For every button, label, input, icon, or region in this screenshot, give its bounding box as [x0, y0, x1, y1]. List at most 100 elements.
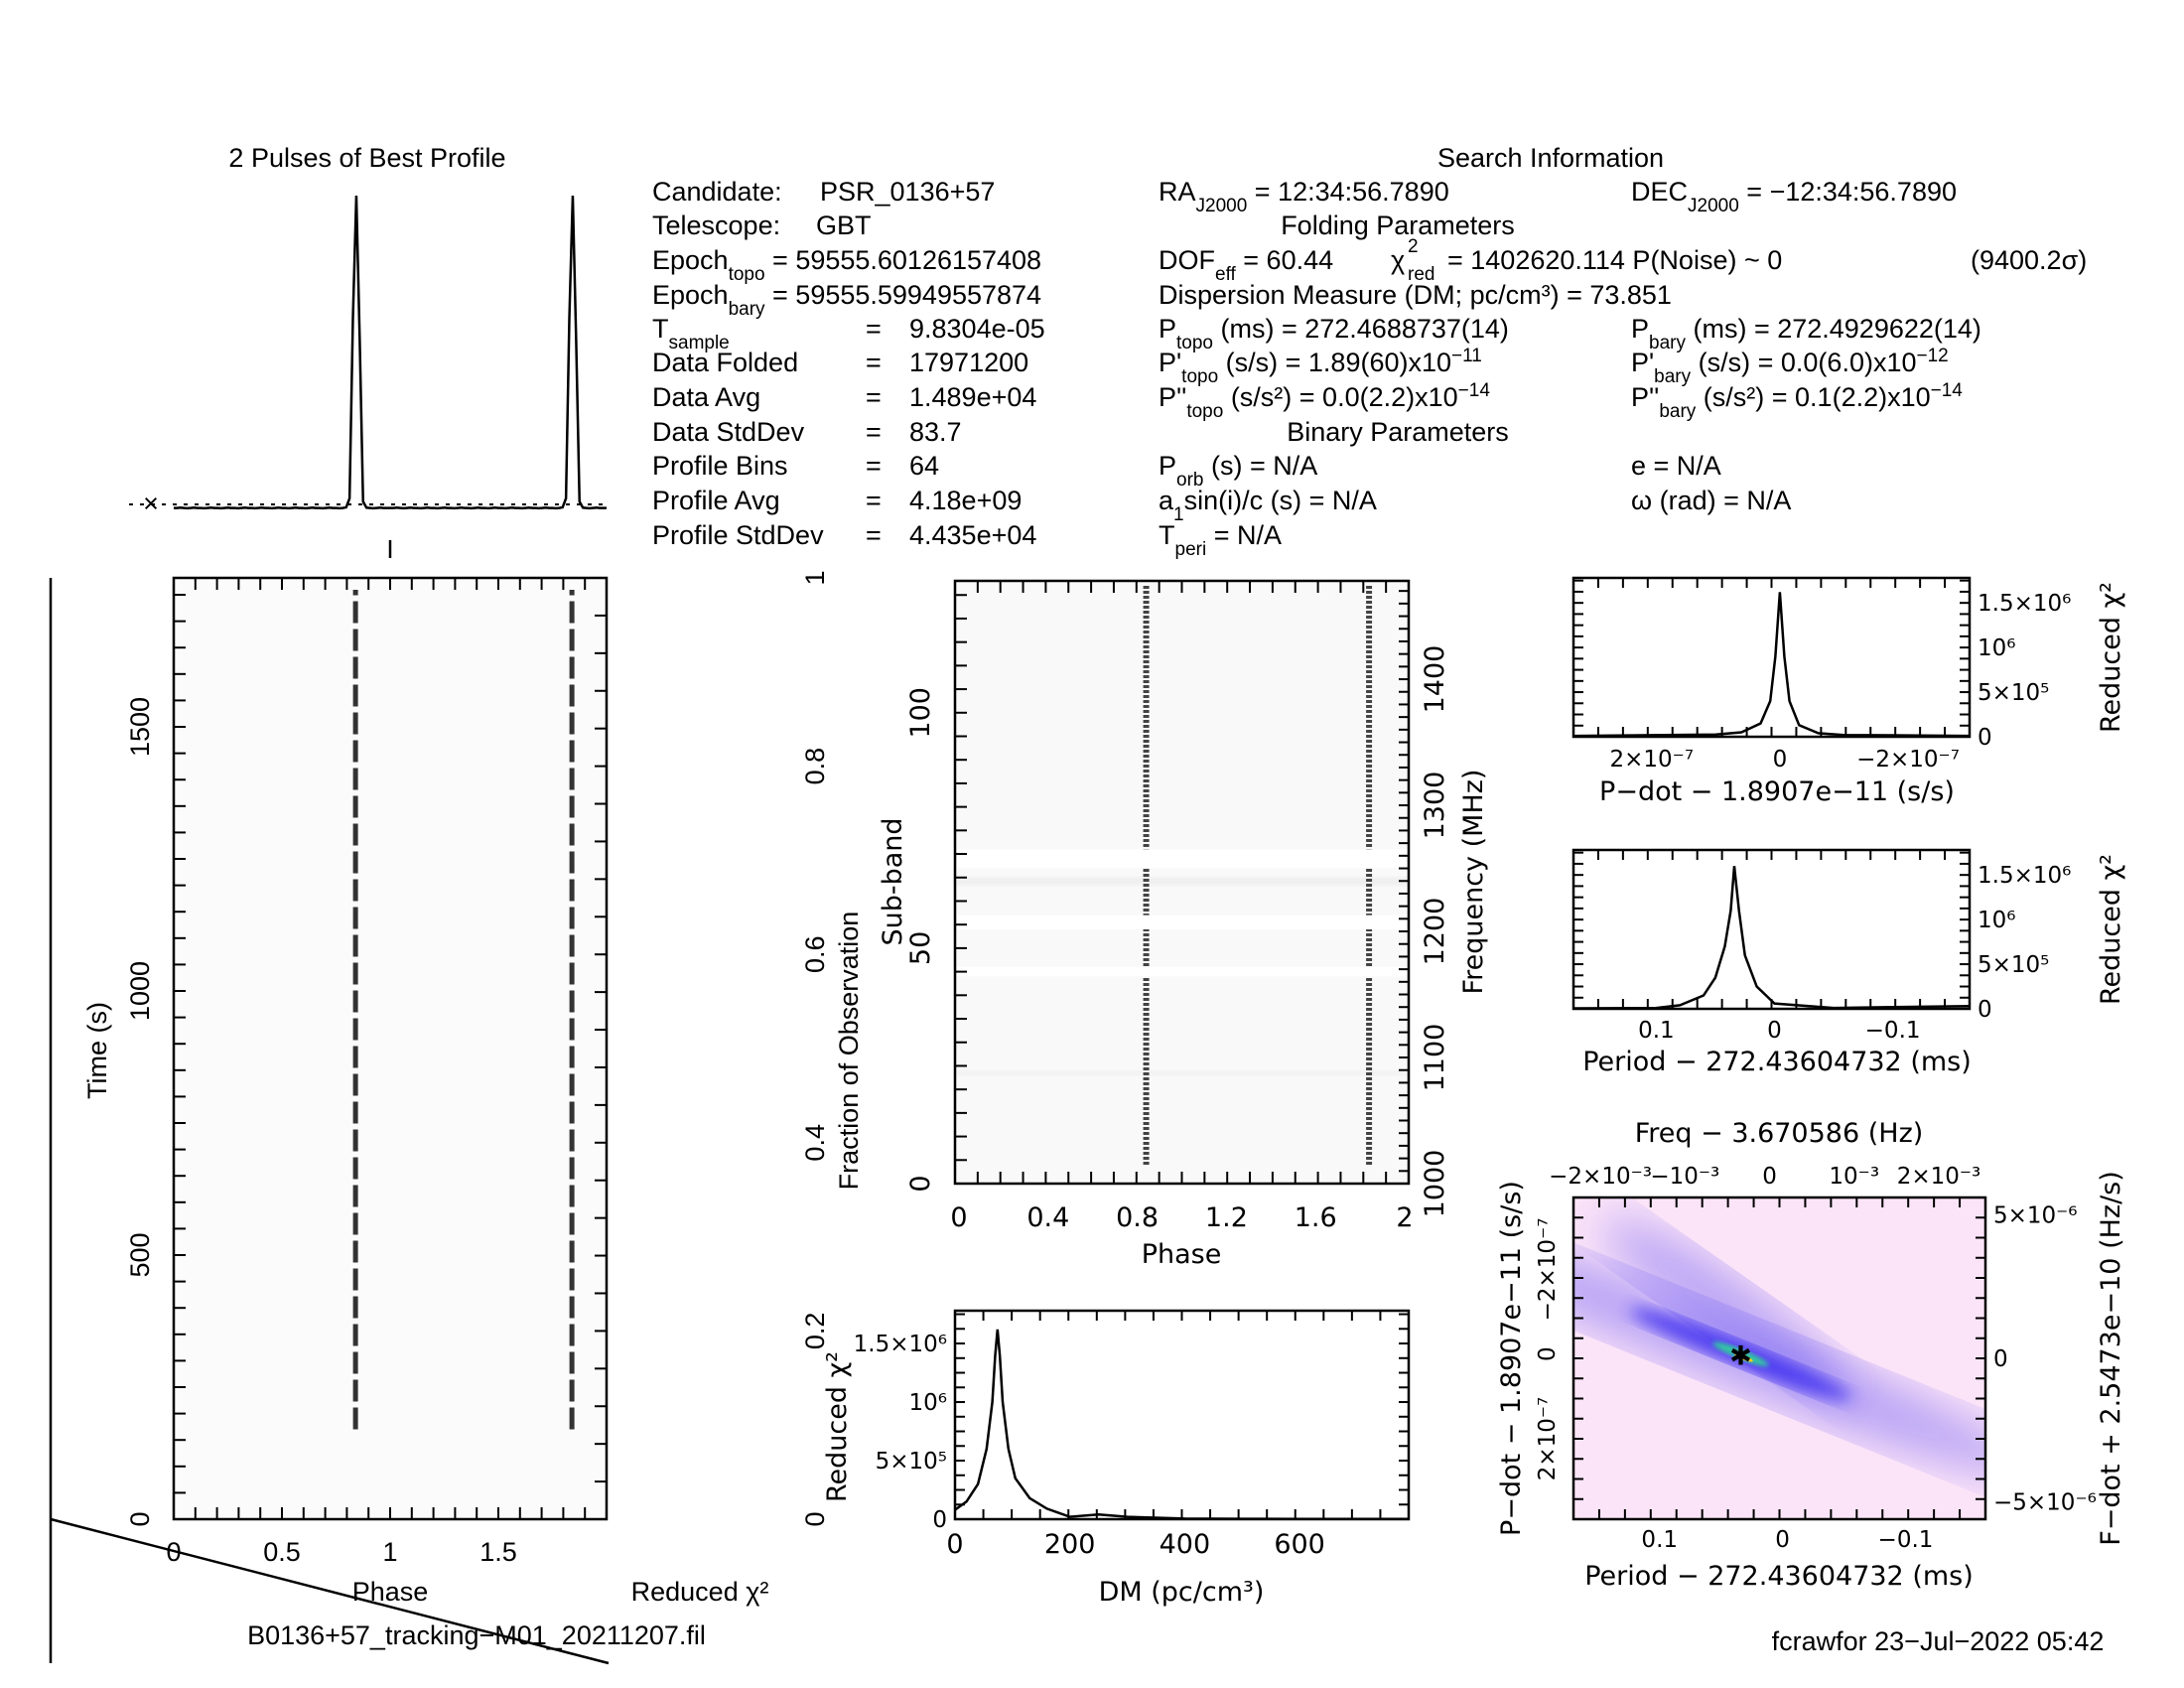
folding-params-title: Folding Parameters	[1281, 211, 1515, 240]
time-phase-background	[174, 578, 607, 1519]
masked-subband	[957, 966, 1407, 977]
epoch-topo: Epochtopo = 59555.60126157408	[652, 245, 1041, 285]
chi-sub: red	[1408, 264, 1434, 285]
rfi-streak	[955, 877, 1409, 886]
fraction-tick-label: 0.4	[800, 1124, 830, 1162]
p-orb: Porb (s) = N/A	[1159, 451, 1317, 491]
period-ylabel: Reduced χ²	[2096, 854, 2126, 1005]
ppdot-title: Freq − 3.670586 (Hz)	[1635, 1118, 1924, 1149]
fraction-tick-label: 0.6	[800, 935, 830, 973]
y-tick-label: 1.5×10⁶	[1978, 591, 2071, 617]
p-topo: Ptopo (ms) = 272.4688737(14)	[1159, 314, 1509, 353]
t-sample-value: 9.8304e-05	[909, 314, 1045, 344]
profile-avg-value: 4.18e+09	[909, 486, 1022, 515]
top-tick-label: −2×10⁻³	[1549, 1164, 1652, 1190]
t-sample-label: Tsample	[652, 314, 730, 353]
ra-j2000: RAJ2000 = 12:34:56.7890	[1159, 177, 1449, 216]
data-avg-label: Data Avg	[652, 382, 760, 412]
y-tick-label: 0	[932, 1507, 947, 1533]
x-tick-label: 0	[1767, 1018, 1782, 1044]
equals-sign: =	[866, 486, 882, 515]
x-tick-label: 2	[1396, 1202, 1413, 1233]
frequency-axis-label: Frequency (MHz)	[1458, 770, 1489, 995]
pdot-bary: P'bary (s/s) = 0.0(6.0)x10−12	[1631, 346, 1949, 387]
y-tick-label: −2×10⁻⁷	[1535, 1218, 1561, 1322]
pdot-xlabel: P−dot − 1.8907e−11 (s/s)	[1599, 776, 1955, 807]
time-phase-xlabel: Phase	[352, 1577, 429, 1607]
x-tick-label: 0	[1775, 1527, 1790, 1553]
dec-j2000: DECJ2000 = −12:34:56.7890	[1631, 177, 1957, 216]
fraction-tick-label: 0.2	[800, 1313, 830, 1350]
pdot-frame	[1571, 576, 1972, 739]
freq-tick-label: 1300	[1420, 772, 1450, 840]
period-curve	[1572, 866, 1971, 1010]
pddot-bary: P''bary (s/s²) = 0.1(2.2)x10−14	[1631, 380, 1963, 422]
filename: B0136+57_tracking−M01_20211207.fil	[247, 1620, 706, 1650]
y-tick-label: 0	[1978, 997, 1992, 1023]
fraction-tick-label: 0	[800, 1511, 830, 1526]
p-bary: Pbary (ms) = 272.4929622(14)	[1631, 314, 1981, 353]
chi-red-value: = 1402620.114 P(Noise) ~ 0	[1447, 245, 1782, 275]
x-tick-label: 0	[946, 1529, 963, 1560]
pdot-ylabel: Reduced χ²	[2096, 582, 2126, 733]
dm-ylabel: Reduced χ²	[822, 1351, 853, 1502]
y-tick-label: 100	[905, 687, 936, 739]
x-tick-label: 1	[382, 1537, 397, 1567]
time-axis-label: Time (s)	[82, 1002, 112, 1099]
profile-stddev-value: 4.435e+04	[909, 520, 1036, 550]
top-tick-label: 10⁻³	[1829, 1164, 1879, 1190]
fraction-tick-label: 1	[800, 570, 830, 585]
pdot-curve	[1574, 592, 1971, 738]
equals-sign: =	[866, 417, 882, 447]
data-folded-label: Data Folded	[652, 348, 798, 377]
x-tick-label: 2×10⁻⁷	[1609, 747, 1694, 773]
candidate-label: Candidate:	[652, 177, 782, 207]
x-tick-label: 600	[1274, 1529, 1325, 1560]
rfi-streak	[955, 1070, 1409, 1076]
candidate-value: PSR_0136+57	[820, 177, 995, 207]
y-tick-label: 10⁶	[1978, 635, 2016, 661]
right-tick-label: −5×10⁻⁶	[1993, 1490, 2097, 1516]
best-fit-star-icon: ✱	[1729, 1341, 1752, 1372]
right-tick-label: 0	[1993, 1346, 2008, 1372]
x-tick-label: 200	[1044, 1529, 1096, 1560]
x-tick-label: 0.1	[1638, 1018, 1675, 1044]
ppdot-band-fan	[1601, 1217, 1848, 1396]
period-frame	[1571, 848, 1972, 1011]
timestamp: fcrawfor 23−Jul−2022 05:42	[1772, 1626, 2105, 1656]
right-tick-label: 5×10⁻⁶	[1993, 1202, 2078, 1228]
omega: ω (rad) = N/A	[1631, 486, 1791, 515]
x-tick-label: 1.2	[1205, 1202, 1248, 1233]
x-tick-label: 0.4	[1026, 1202, 1069, 1233]
x-tick-label: 0	[950, 1202, 967, 1233]
ppdot-max	[1734, 1352, 1753, 1362]
fraction-axis-label: Fraction of Observation	[834, 912, 864, 1191]
profile-trace	[174, 195, 607, 510]
telescope-value: GBT	[816, 211, 872, 240]
period-xlabel: Period − 272.43604732 (ms)	[1582, 1047, 1972, 1077]
masked-subband	[957, 914, 1407, 929]
data-stddev-label: Data StdDev	[652, 417, 805, 447]
freq-tick-label: 1200	[1420, 898, 1450, 966]
ppdot-ylabel: P−dot − 1.8907e−11 (s/s)	[1496, 1181, 1527, 1536]
sigma-value: (9400.2σ)	[1971, 245, 2087, 275]
x-tick-label: −0.1	[1878, 1527, 1934, 1553]
profile-title: 2 Pulses of Best Profile	[228, 143, 505, 173]
y-tick-label: 2×10⁻⁷	[1535, 1397, 1561, 1481]
candidate-info: Candidate: PSR_0136+57 Telescope: GBT Ep…	[652, 177, 1045, 550]
subband-axis-label: Sub-band	[878, 817, 908, 945]
equals-sign: =	[866, 382, 882, 412]
ppdot-xlabel: Period − 272.43604732 (ms)	[1584, 1561, 1974, 1592]
y-tick-label: 1000	[125, 961, 155, 1021]
profile-bins-label: Profile Bins	[652, 451, 788, 481]
freq-tick-label: 1400	[1420, 645, 1450, 714]
telescope-label: Telescope:	[652, 211, 780, 240]
equals-sign: =	[866, 451, 882, 481]
ppdot-heatmap	[1573, 1197, 1985, 1519]
y-tick-label: 10⁶	[1978, 908, 2016, 933]
chi-symbol: χ	[1391, 245, 1405, 275]
masked-subband	[957, 849, 1407, 869]
diagonal-line	[50, 1517, 610, 1665]
equals-sign: =	[866, 348, 882, 377]
